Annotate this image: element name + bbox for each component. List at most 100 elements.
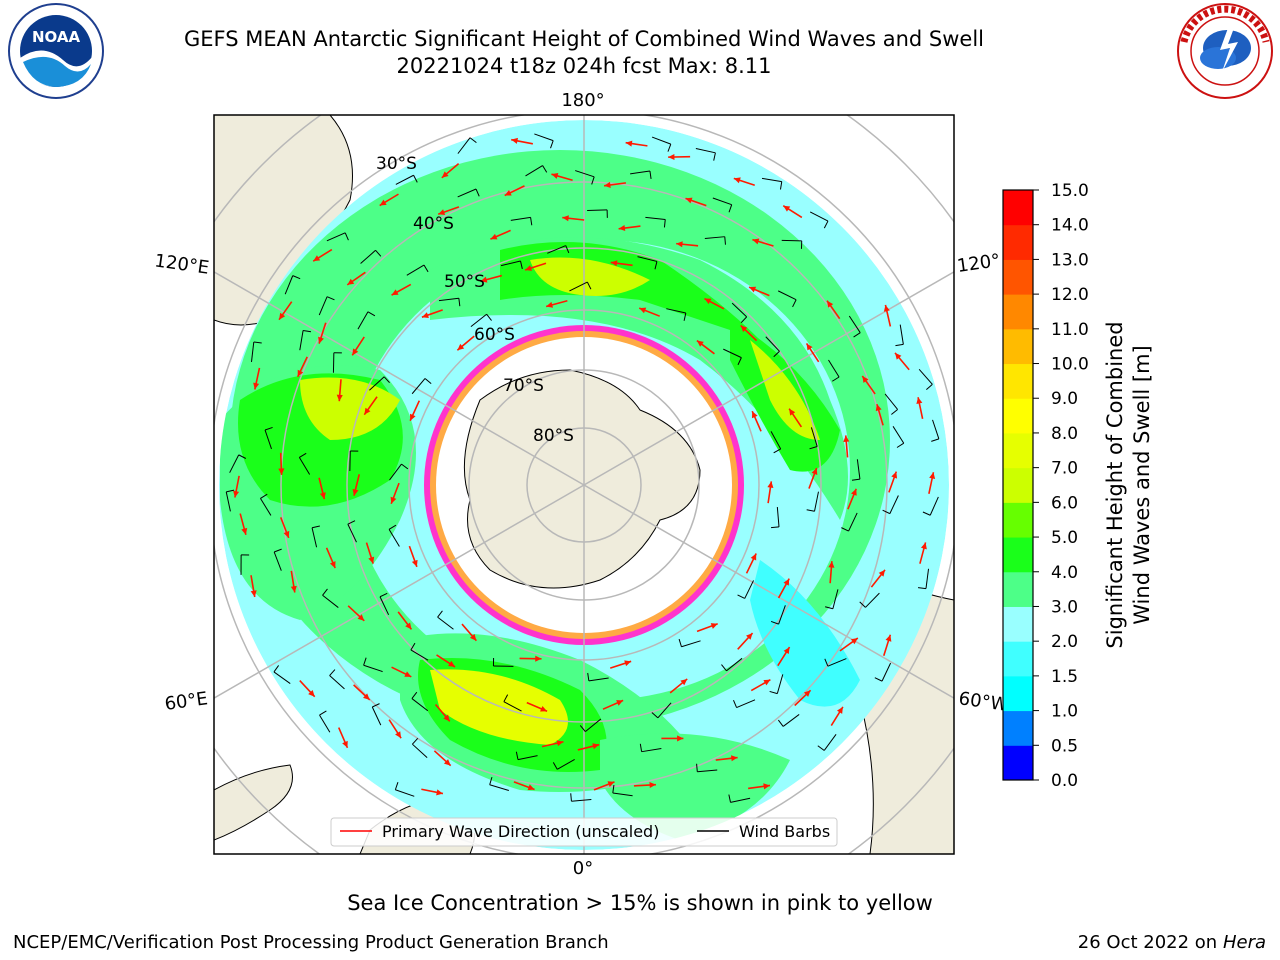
colorbar-tick-label: 6.0: [1051, 493, 1078, 513]
wind-barb: [515, 751, 538, 761]
wind-barb: [349, 450, 359, 471]
wave-arrow: [704, 297, 725, 310]
wave-arrow: [519, 655, 542, 662]
wave-arrow: [928, 472, 936, 494]
wind-barb: [931, 419, 940, 442]
wind-barb: [389, 463, 409, 481]
wind-barb: [731, 302, 748, 324]
wave-arrow: [839, 637, 859, 652]
footer-date: 26 Oct 2022 on Hera: [1078, 932, 1266, 953]
wave-arrow: [638, 307, 660, 317]
wave-arrow: [843, 435, 850, 458]
wave-arrow: [919, 542, 927, 564]
wind-barb: [379, 592, 390, 616]
footer-branch: NCEP/EMC/Verification Post Processing Pr…: [13, 932, 609, 953]
wind-barb: [769, 674, 784, 695]
chart-title: GEFS MEAN Antarctic Significant Height o…: [183, 27, 985, 51]
wind-barb: [575, 170, 595, 185]
lat-label-30: 30°S: [376, 154, 417, 174]
wind-barb: [570, 793, 592, 802]
wind-barb: [510, 216, 533, 226]
wave-arrow: [883, 634, 892, 657]
wind-barb: [841, 512, 858, 532]
africa-land: [214, 764, 293, 841]
wind-barb: [525, 165, 548, 177]
wave-arrow: [278, 452, 285, 475]
wind-barb: [817, 734, 837, 751]
noaa-logo-icon: NOAA: [8, 3, 104, 99]
wind-barb: [311, 525, 320, 548]
wind-barb: [712, 197, 733, 213]
wave-arrow: [669, 678, 688, 694]
lon-label-180: 180°: [561, 90, 604, 111]
wind-barb: [438, 297, 461, 307]
wave-arrow: [504, 185, 525, 197]
wind-barb: [250, 341, 262, 362]
lon-label-60e: 60°E: [163, 688, 209, 715]
wind-barb: [552, 758, 575, 770]
lat-label-50: 50°S: [444, 272, 485, 292]
colorbar-tick-label: 2.0: [1051, 632, 1078, 652]
colorbar-tick-label: 13.0: [1051, 250, 1089, 270]
wind-barb: [225, 489, 235, 512]
wave-arrow: [434, 704, 451, 722]
wave-arrow: [676, 241, 699, 248]
wind-barb: [326, 232, 349, 242]
wind-barb: [882, 495, 899, 515]
wave-arrow: [421, 309, 443, 318]
colorbar-block: [1003, 675, 1033, 712]
wind-barb: [765, 336, 780, 358]
wind-barb: [388, 524, 400, 547]
colorbar-block: [1003, 571, 1033, 607]
wave-arrow: [297, 356, 308, 378]
wind-barb: [884, 393, 898, 415]
colorbar-tick-label: 10.0: [1051, 355, 1089, 375]
wave-arrow: [794, 689, 812, 707]
wind-barb: [612, 784, 633, 797]
wind-barb: [825, 589, 839, 610]
wave-arrow: [577, 743, 600, 751]
antarctica-land: [463, 369, 701, 589]
wind-barb: [411, 691, 429, 712]
wave-arrow: [788, 408, 803, 428]
map-area: 30°S 40°S 50°S 60°S 70°S 80°S Primary Wa…: [214, 115, 954, 854]
wind-barb: [666, 308, 687, 321]
wave-arrow: [388, 719, 402, 739]
graticule: [214, 115, 954, 854]
wave-arrow: [808, 467, 818, 489]
nws-logo-icon: [1177, 3, 1273, 99]
wave-arrow: [767, 481, 774, 504]
wave-arrow: [685, 197, 707, 207]
colorbar-block: [1003, 641, 1033, 677]
wave-arrow: [551, 172, 573, 181]
colorbar-block: [1003, 745, 1033, 781]
colorbar-tick-label: 1.0: [1051, 702, 1078, 722]
wind-barb: [851, 459, 861, 481]
wind-barb: [630, 170, 652, 180]
wind-barb: [569, 281, 592, 292]
wave-arrow: [480, 274, 502, 283]
wind-barb: [369, 376, 390, 391]
wind-barb: [651, 136, 672, 152]
wind-barb: [777, 290, 797, 308]
wind-barb: [503, 694, 522, 712]
map-frame: [213, 114, 955, 855]
wave-arrow: [602, 699, 624, 710]
wave-arrow: [441, 162, 460, 179]
wave-arrow: [562, 215, 585, 222]
wind-barb: [728, 794, 751, 803]
wind-barb: [284, 275, 301, 295]
colorbar-block: [1003, 363, 1033, 399]
wind-barb: [892, 426, 905, 448]
wind-barb: [547, 245, 570, 254]
colorbar-tick-label: 11.0: [1051, 320, 1089, 340]
colorbar-block: [1003, 502, 1033, 538]
wind-barb: [859, 592, 880, 608]
wave-arrow: [745, 553, 757, 574]
wind-barb: [587, 209, 608, 218]
wind-barb: [777, 714, 800, 727]
wind-barb: [371, 703, 382, 726]
wave-arrow: [233, 475, 240, 498]
wave-arrow: [883, 304, 892, 327]
wave-arrow: [336, 379, 343, 402]
